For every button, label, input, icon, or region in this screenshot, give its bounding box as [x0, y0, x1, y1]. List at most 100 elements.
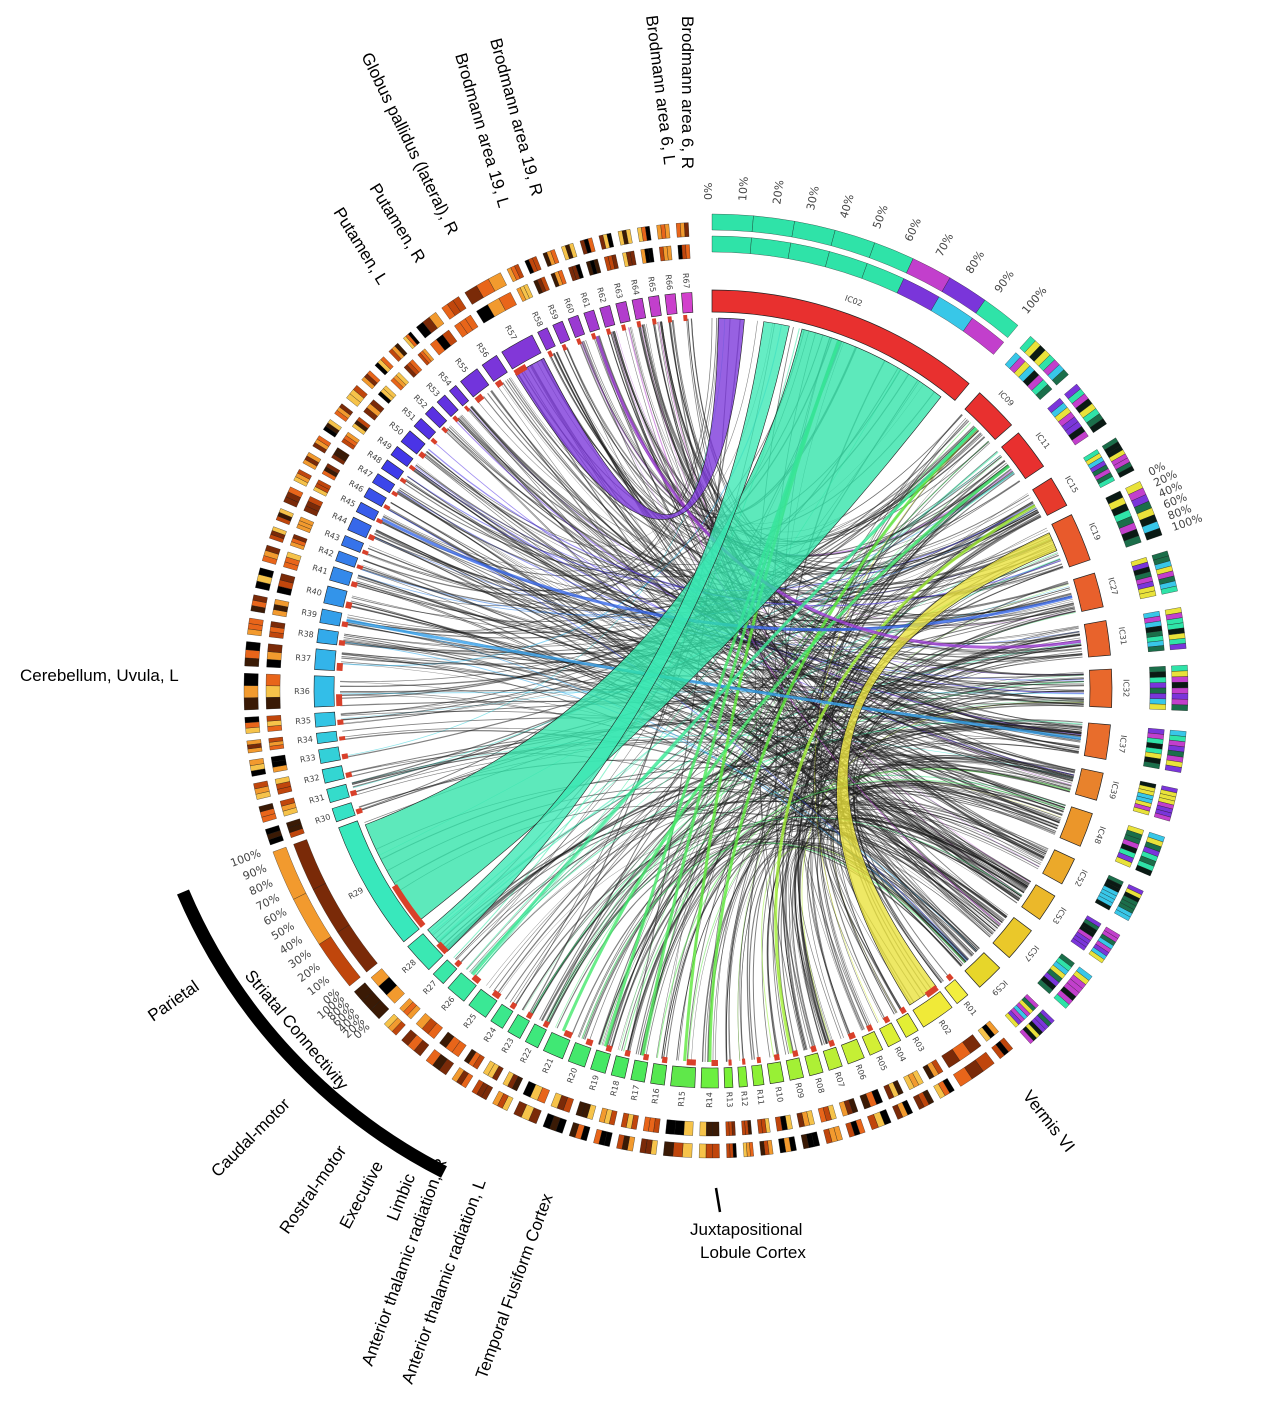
ic-label: IC48	[1092, 825, 1107, 845]
ic-segment-ic37	[1083, 722, 1111, 760]
region-segment-r21	[542, 1031, 571, 1060]
region-label: R65	[646, 276, 657, 293]
ic-heat-cell	[1114, 909, 1131, 921]
region-heat-cell	[248, 617, 264, 626]
region-subband	[642, 1053, 650, 1061]
region-subband	[847, 1031, 856, 1040]
region-heat-cell	[532, 256, 542, 272]
region-subband	[773, 1053, 780, 1061]
region-heat-cell	[741, 1120, 746, 1136]
ic-heat-cell	[1053, 993, 1070, 1009]
region-heat-cell	[265, 685, 281, 698]
region-label: R39	[301, 608, 318, 620]
region-segment-r49	[390, 446, 414, 468]
region-heat-cell	[407, 331, 420, 345]
chord-link	[671, 320, 1044, 861]
label-caudal: Caudal-motor	[207, 1094, 293, 1180]
region-heat-cell	[817, 1107, 827, 1123]
region-label: R23	[500, 1036, 516, 1054]
region-segment-r61	[583, 309, 601, 333]
chord-link	[789, 758, 1075, 1049]
chord-link	[637, 678, 1084, 1055]
ic-heat-cell	[1123, 535, 1142, 548]
chord-link	[798, 604, 1075, 1045]
region-segment-r41	[329, 566, 353, 586]
region-subband	[350, 581, 358, 588]
region-segment-r20	[567, 1042, 592, 1068]
region-heat-cell	[307, 496, 324, 508]
chord-link	[352, 738, 1071, 792]
region-subband	[391, 884, 426, 928]
region-segment-r40	[323, 585, 348, 608]
chord-link	[547, 815, 1025, 1024]
region-label: R31	[308, 793, 326, 806]
region-heat-cell	[293, 839, 326, 890]
region-label: R28	[400, 958, 418, 975]
region-heat-cell	[611, 254, 619, 270]
chord-link	[341, 652, 1084, 680]
region-subband	[441, 426, 449, 434]
region-label: R14	[705, 1092, 714, 1108]
region-heat-cell	[439, 1031, 455, 1048]
ribbon-r02-ic19	[836, 532, 1058, 1006]
region-heat-cell	[665, 1119, 676, 1135]
region-heat-cell	[598, 1107, 608, 1123]
region-subband	[711, 1059, 719, 1066]
region-label: R47	[356, 464, 374, 480]
region-label: R08	[813, 1077, 826, 1095]
chord-link	[820, 823, 1009, 1021]
ic-heat-cell	[1114, 856, 1133, 868]
ic-heat-cell	[1070, 937, 1087, 951]
region-heat-cell	[778, 1138, 787, 1154]
ic-segment-ic27	[1073, 572, 1104, 612]
chord-link	[782, 456, 1002, 1051]
region-heat-cell	[339, 403, 354, 416]
region-label: R32	[303, 773, 320, 785]
region-label: R52	[412, 393, 430, 410]
region-subband	[471, 974, 482, 985]
region-heat-cell	[672, 1142, 684, 1158]
region-heat-cell	[698, 1143, 707, 1159]
region-heat-cell	[522, 1081, 537, 1098]
region-label: R63	[612, 282, 624, 299]
region-label: R29	[347, 886, 365, 902]
region-heat-cell	[270, 754, 286, 763]
region-heat-cell	[252, 594, 268, 603]
chord-link	[345, 623, 1028, 888]
ic-heat-cell	[1144, 527, 1163, 541]
region-heat-cell	[800, 1133, 810, 1150]
ic-heat-cell	[1071, 431, 1089, 446]
region-segment-r35	[314, 711, 336, 728]
chord-link	[446, 428, 975, 955]
region-subband	[590, 332, 597, 340]
region-label: R33	[299, 753, 316, 765]
chord-link	[578, 838, 979, 1038]
ic-heat-cell	[1098, 476, 1115, 488]
chord-link	[686, 514, 1041, 1062]
region-segment-r28	[407, 933, 444, 971]
pct-tick: 70%	[933, 231, 956, 259]
label-executive: Executive	[336, 1158, 387, 1232]
region-segment-r11	[751, 1064, 765, 1087]
region-subband	[651, 318, 657, 325]
ic-heat-cell	[975, 299, 1019, 338]
region-subband	[338, 736, 346, 741]
region-heat-cell	[683, 1120, 694, 1136]
region-heat-cell	[265, 673, 281, 687]
region-segment-r62	[599, 304, 616, 328]
juxta-pointer	[714, 1187, 722, 1213]
region-label: R61	[578, 291, 591, 309]
region-label: R37	[295, 653, 311, 663]
region-heat-cell	[267, 643, 283, 653]
region-subband	[810, 1045, 817, 1053]
region-segment-r63	[615, 301, 631, 324]
chord-link	[829, 822, 1005, 1005]
region-label: R30	[314, 812, 332, 825]
region-subband	[945, 973, 954, 982]
region-subband	[686, 1059, 696, 1066]
chord-link	[806, 790, 1056, 1039]
ic-heat-cell	[1149, 676, 1167, 683]
chord-link	[360, 566, 1080, 748]
region-heat-cell	[482, 1060, 495, 1076]
region-heat-cell	[642, 1116, 651, 1132]
